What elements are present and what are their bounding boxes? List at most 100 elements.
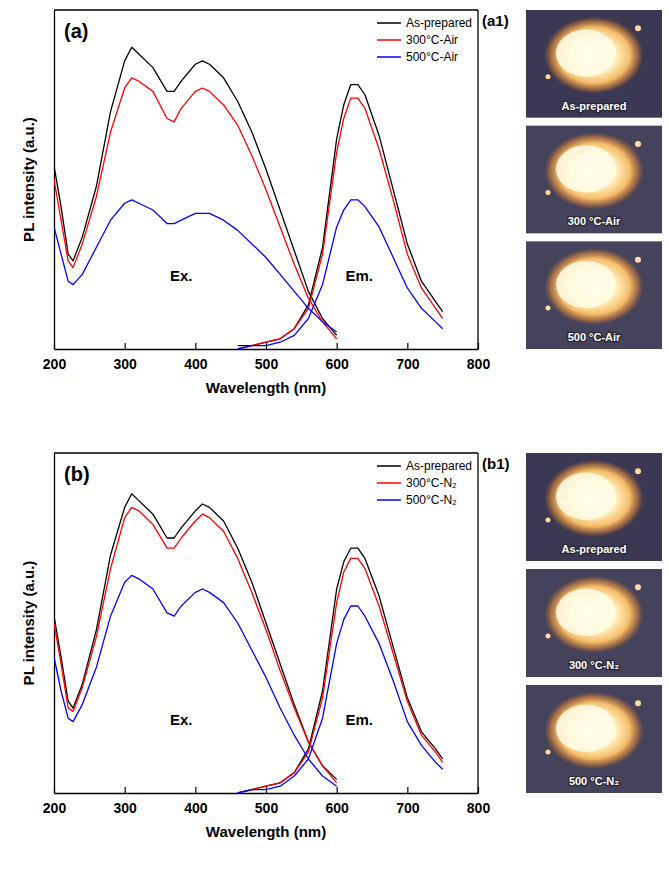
photo-background [526, 241, 662, 349]
legend-item: 500°C-N₂ [377, 493, 457, 507]
legend-item: 300°C-Air [377, 33, 458, 47]
photo: 300 °C-N₂ [526, 569, 662, 677]
x-tick-mark [125, 787, 126, 793]
legend-swatch [377, 56, 401, 58]
photo-glow-core [556, 30, 616, 77]
emission-line [238, 558, 443, 793]
x-tick-label: 700 [396, 356, 420, 372]
frame-top [54, 9, 478, 10]
x-tick-label: 600 [325, 356, 349, 372]
excitation-line [54, 200, 337, 332]
frame-right [477, 10, 478, 349]
legend-item: 300°C-N₂ [377, 476, 457, 490]
photo: 300 °C-Air [526, 126, 662, 234]
x-tick-label: 600 [325, 800, 349, 816]
legend-label: As-prepared [406, 16, 472, 30]
photo-background [526, 569, 662, 677]
legend-label: 300°C-Air [406, 33, 458, 47]
legend: As-prepared 300°C-Air 500°C-Air [377, 16, 472, 64]
photo-speck [635, 700, 641, 706]
photo-panel-label: (a1) [482, 12, 509, 29]
x-tick: 400 [184, 343, 208, 372]
panel-label: (b) [64, 463, 90, 485]
legend-swatch [377, 22, 401, 24]
figure: 200300400500600700800Ex.Em.(a)Wavelength… [0, 0, 669, 880]
x-axis-line [55, 793, 479, 794]
photo: As-prepared [526, 10, 662, 118]
chart-panel: 200300400500600700800Ex.Em.(a)Wavelength… [20, 10, 490, 396]
photo-background [526, 10, 662, 118]
photo-speck [546, 517, 551, 522]
y-axis-title: PL intensity (a.u.) [20, 117, 37, 242]
photo-background [526, 685, 662, 793]
x-tick: 700 [396, 343, 420, 372]
legend-label: 300°C-N₂ [406, 476, 457, 490]
legend-label: 500°C-N₂ [406, 493, 457, 507]
x-tick-label: 200 [43, 800, 67, 816]
x-tick: 400 [184, 787, 208, 816]
photo-caption: 300 °C-N₂ [569, 659, 619, 671]
excitation-line [54, 575, 337, 786]
plot-lines [54, 47, 443, 349]
y-axis-title: PL intensity (a.u.) [20, 561, 37, 686]
photo-glow-core [556, 705, 616, 753]
photo-caption: 500 °C-Air [568, 331, 621, 343]
emission-line [238, 606, 443, 793]
x-tick-label: 700 [396, 800, 420, 816]
x-tick-mark [337, 343, 338, 349]
frame-top [54, 452, 478, 453]
photo-speck [635, 468, 641, 474]
emission-line [238, 548, 443, 793]
photo-glow [544, 132, 644, 210]
legend-swatch [377, 39, 401, 41]
photo-glow-core [556, 261, 616, 308]
chart-panel: 200300400500600700800Ex.Em.(b)Wavelength… [20, 453, 490, 840]
photo-glow-core [556, 589, 616, 637]
legend-label: As-prepared [406, 459, 472, 473]
x-tick-label: 800 [467, 800, 491, 816]
x-tick: 600 [325, 787, 349, 816]
photo-speck [546, 74, 551, 79]
photo: As-prepared [526, 453, 662, 561]
photo-caption: As-prepared [562, 100, 627, 112]
photo-speck [546, 306, 551, 311]
x-tick-mark [407, 343, 408, 349]
excitation-line [54, 47, 337, 335]
legend: As-prepared 300°C-N₂ 500°C-N₂ [377, 459, 472, 507]
emission-line [238, 200, 443, 349]
legend-item: 500°C-Air [377, 50, 458, 64]
photo-speck [546, 633, 551, 638]
photo-glow [544, 16, 644, 94]
x-axis: 200300400500600700800 [43, 343, 491, 372]
legend-swatch [377, 482, 401, 484]
x-tick-label: 300 [113, 800, 137, 816]
x-axis-title: Wavelength (nm) [206, 823, 326, 840]
legend-item: As-prepared [377, 459, 472, 473]
x-tick: 600 [325, 343, 349, 372]
panel-label: (a) [64, 20, 88, 42]
annotation: Ex. [170, 711, 193, 728]
photo-glow [544, 575, 644, 653]
photo-speck [546, 749, 551, 754]
excitation-line [54, 507, 337, 782]
x-tick-label: 400 [184, 800, 208, 816]
legend-item: As-prepared [377, 16, 472, 30]
photo-speck [635, 141, 641, 147]
excitation-line [54, 78, 337, 339]
x-axis-title: Wavelength (nm) [206, 379, 326, 396]
x-tick-mark [195, 787, 196, 793]
frame-right [477, 453, 478, 793]
x-tick-label: 300 [113, 356, 137, 372]
x-tick-label: 800 [467, 356, 491, 372]
plot-lines [54, 494, 443, 793]
photo: 500 °C-N₂ [526, 685, 662, 793]
photo-speck [635, 584, 641, 590]
x-tick: 300 [113, 343, 137, 372]
photo-background [526, 126, 662, 234]
x-tick-mark [125, 343, 126, 349]
photo-panel-label: (b1) [482, 455, 510, 472]
x-tick-mark [407, 787, 408, 793]
x-tick: 700 [396, 787, 420, 816]
photo-glow [544, 459, 644, 537]
photo-caption: As-prepared [562, 543, 627, 555]
